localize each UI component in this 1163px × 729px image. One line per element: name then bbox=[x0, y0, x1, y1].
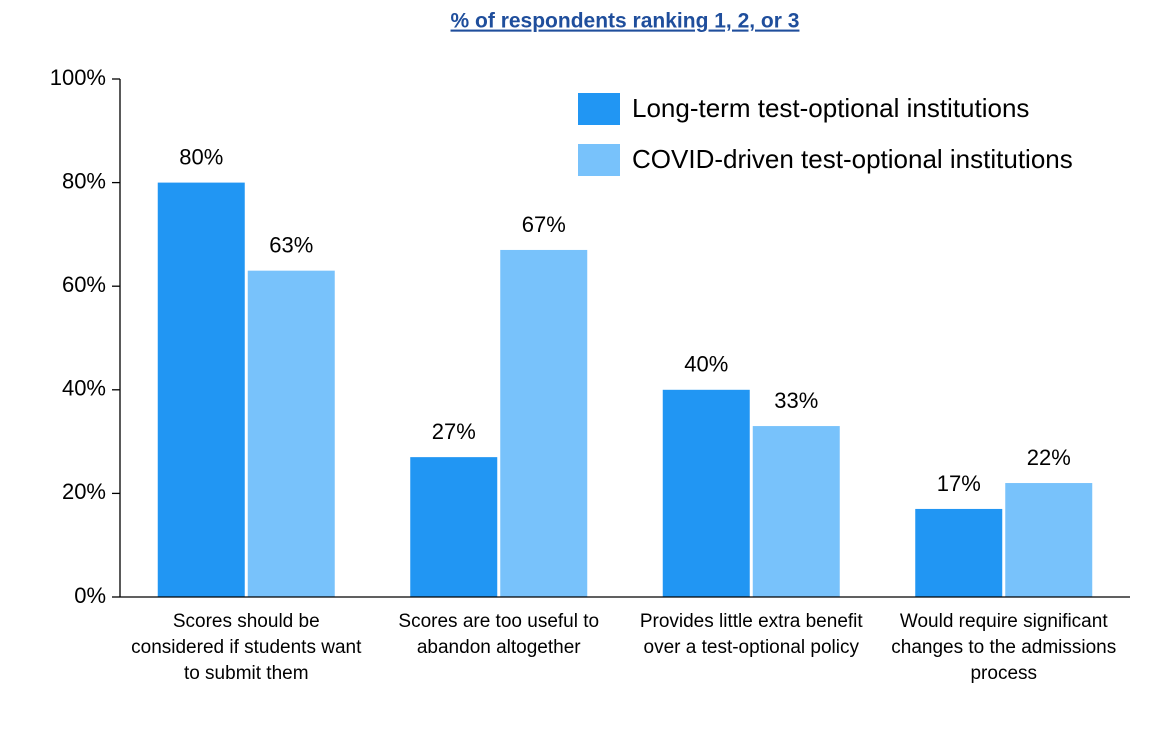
bar bbox=[915, 508, 1003, 597]
y-tick-label: 100% bbox=[50, 65, 106, 90]
bar bbox=[247, 270, 335, 597]
value-label: 80% bbox=[179, 144, 223, 169]
value-label: 17% bbox=[937, 471, 981, 496]
bar bbox=[752, 426, 840, 597]
bar bbox=[157, 182, 245, 597]
value-label: 63% bbox=[269, 232, 313, 257]
value-label: 27% bbox=[432, 419, 476, 444]
value-label: 40% bbox=[684, 352, 728, 377]
bar bbox=[662, 389, 750, 597]
y-tick-label: 80% bbox=[62, 168, 106, 193]
value-label: 67% bbox=[522, 212, 566, 237]
y-tick-label: 60% bbox=[62, 272, 106, 297]
x-tick-label: Scores should be considered if students … bbox=[131, 611, 362, 684]
legend-swatch bbox=[578, 93, 620, 125]
y-tick-label: 0% bbox=[74, 583, 106, 608]
bar bbox=[1005, 483, 1093, 597]
bar bbox=[500, 249, 588, 597]
x-tick-label: Provides little extra benefit over a tes… bbox=[639, 611, 863, 658]
x-tick-label: Would require significant changes to the… bbox=[891, 611, 1117, 684]
y-tick-label: 20% bbox=[62, 479, 106, 504]
value-label: 22% bbox=[1027, 445, 1071, 470]
legend-swatch bbox=[578, 144, 620, 176]
value-label: 33% bbox=[774, 388, 818, 413]
bar bbox=[410, 457, 498, 597]
y-tick-label: 40% bbox=[62, 376, 106, 401]
legend-label: COVID-driven test-optional institutions bbox=[632, 144, 1073, 174]
chart-title: % of respondents ranking 1, 2, or 3 bbox=[451, 10, 800, 33]
x-tick-label: Scores are too useful to abandon altoget… bbox=[398, 611, 600, 658]
legend-label: Long-term test-optional institutions bbox=[632, 93, 1029, 123]
